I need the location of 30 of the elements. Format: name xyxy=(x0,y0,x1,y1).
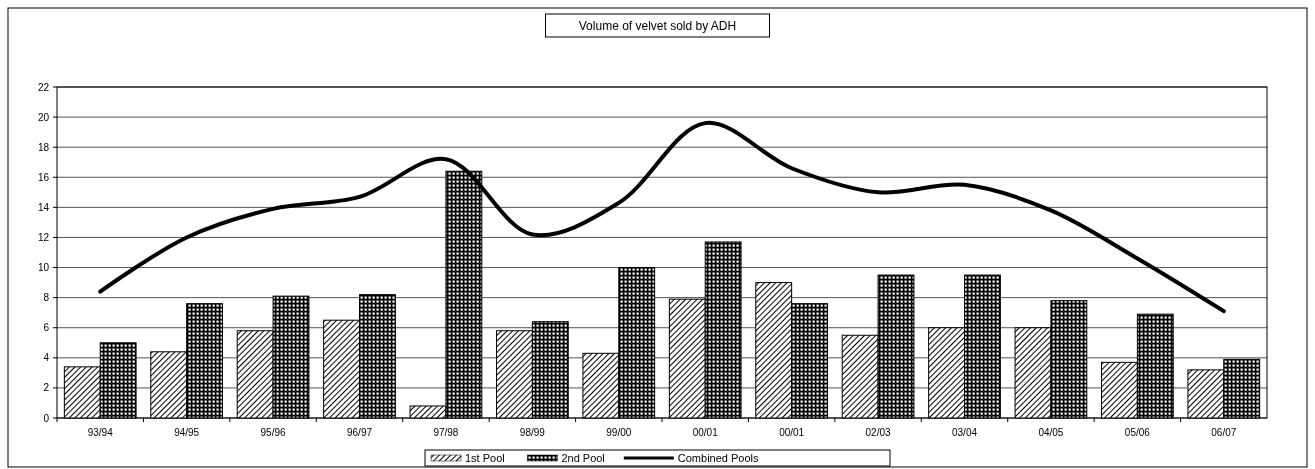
x-tick-label: 00/01 xyxy=(692,427,719,438)
y-tick-label: 10 xyxy=(37,262,50,274)
y-tick-label: 12 xyxy=(37,231,50,243)
x-tick-label: 98/99 xyxy=(519,427,546,438)
legend-label: 2nd Pool xyxy=(561,452,605,464)
x-tick-label: 99/00 xyxy=(606,427,632,438)
x-tick-label: 05/06 xyxy=(1124,427,1151,438)
y-tick-label: 18 xyxy=(37,141,50,153)
y-tick-label: 22 xyxy=(37,81,50,93)
y-tick-label: 0 xyxy=(43,412,50,424)
x-tick-label: 94/95 xyxy=(174,427,200,438)
legend-label: 1st Pool xyxy=(465,452,505,464)
chart-title: Volume of velvet sold by ADH xyxy=(578,19,737,33)
y-tick-label: 16 xyxy=(37,171,50,183)
x-tick-label: 03/04 xyxy=(951,427,978,438)
x-tick-label: 97/98 xyxy=(433,427,459,438)
y-tick-label: 6 xyxy=(43,322,50,334)
x-tick-label: 93/94 xyxy=(87,427,114,438)
x-tick-label: 04/05 xyxy=(1038,427,1064,438)
y-tick-label: 8 xyxy=(43,292,50,304)
y-tick-label: 2 xyxy=(43,382,50,394)
legend-label: Combined Pools xyxy=(677,452,760,464)
x-tick-label: 95/96 xyxy=(260,427,287,438)
x-tick-label: 96/97 xyxy=(346,427,373,438)
y-tick-label: 14 xyxy=(37,201,50,213)
x-tick-label: 00/01 xyxy=(779,427,805,438)
y-tick-label: 4 xyxy=(43,352,50,364)
y-tick-label: 20 xyxy=(37,111,50,123)
x-tick-label: 02/03 xyxy=(865,427,892,438)
x-tick-label: 06/07 xyxy=(1211,427,1237,438)
